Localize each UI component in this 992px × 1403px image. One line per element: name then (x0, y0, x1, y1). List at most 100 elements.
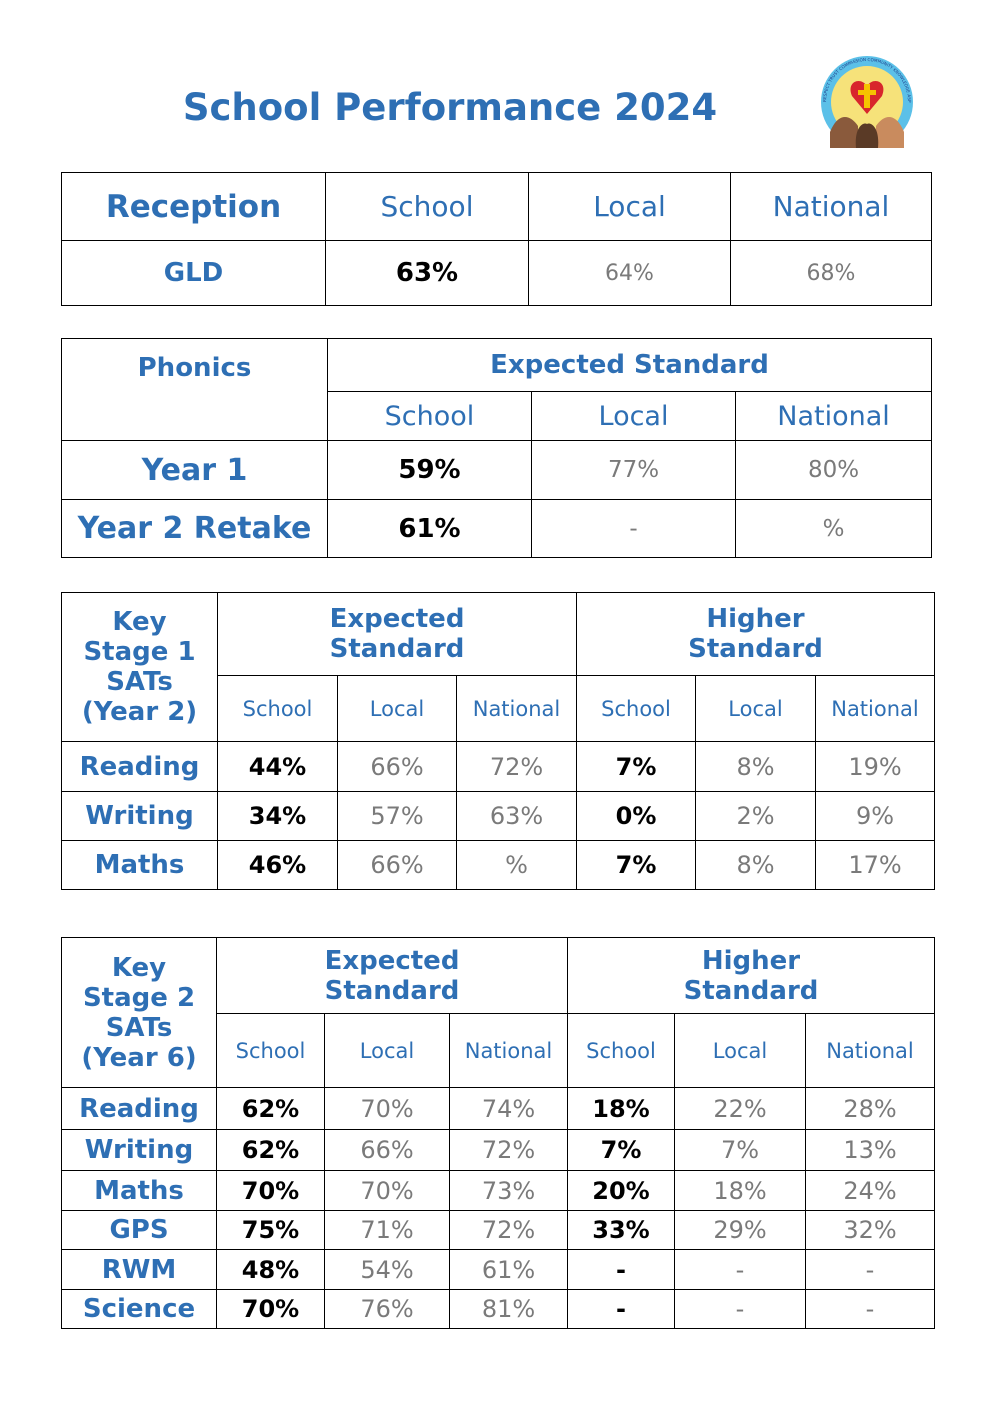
column-header: School (576, 675, 696, 742)
data-cell: 7% (567, 1129, 675, 1171)
column-header: School (217, 675, 338, 742)
table: Reception School Local National GLD 63% 64% 68% (61, 172, 932, 306)
data-cell: 13% (805, 1129, 935, 1171)
data-cell: 71% (324, 1210, 450, 1250)
table-title: Key Stage 1 SATs (Year 2) (61, 592, 218, 742)
data-cell: 7% (576, 840, 696, 890)
table-row: Maths 46% 66%% 7% 8% 17% (61, 840, 935, 890)
data-cell: 70% (216, 1170, 325, 1211)
data-cell: Maths (61, 1170, 217, 1211)
data-cell: 74% (449, 1087, 568, 1130)
data-cell: 70% (324, 1170, 450, 1211)
group-header-text: Expected Standard (324, 945, 460, 1006)
data-cell: 72% (456, 741, 577, 792)
table-row: RWM 48% 54% 61% - - - (61, 1249, 935, 1290)
data-cell: - (805, 1249, 935, 1290)
data-cell: 24% (805, 1170, 935, 1211)
data-cell: Reading (61, 1087, 217, 1130)
column-header: National (449, 1013, 568, 1088)
data-cell: 8% (695, 840, 816, 890)
data-cell: 61% (449, 1249, 568, 1290)
table-title-text: Key Stage 2 SATs (Year 6) (81, 952, 197, 1073)
table-row: Reception School Local National (61, 172, 932, 241)
table-row: School Local National (62, 391, 933, 441)
data-cell: 0% (576, 791, 696, 841)
data-cell: Reading (61, 741, 218, 792)
data-cell: 70% (324, 1087, 450, 1130)
table-row: Maths 70% 70% 73% 20% 18% 24% (61, 1170, 935, 1211)
table-row: GLD 63% 64% 68% (61, 240, 932, 306)
data-cell: 32% (805, 1210, 935, 1250)
data-cell: - (531, 499, 736, 558)
data-cell: 75% (216, 1210, 325, 1250)
column-header: Local (337, 675, 457, 742)
table-row: School Local National School Local National (62, 675, 935, 742)
data-cell: Science (61, 1289, 217, 1329)
column-header: National (456, 675, 577, 742)
data-cell: 77% (531, 440, 736, 500)
group-header: Higher Standard (567, 937, 935, 1014)
data-cell: 33% (567, 1210, 675, 1250)
data-cell: 63% (456, 791, 577, 841)
table-row: Key Stage 1 SATs (Year 2) Expected Standa… (61, 592, 935, 742)
column-header: Local (674, 1013, 806, 1088)
data-cell: 66% (337, 741, 457, 792)
table-title-text: Key Stage 1 SATs (Year 2) (81, 607, 198, 727)
data-cell: 80% (734, 440, 933, 500)
data-cell: 57% (337, 791, 457, 841)
table: Key Stage 2 SATs (Year 6) Expected Standa… (61, 937, 935, 1329)
data-cell: 29% (674, 1210, 806, 1250)
data-cell: Maths (61, 840, 218, 890)
table-row: Reading 44% 66% 72% 7% 8% 19% (61, 741, 935, 792)
table-title: Phonics (61, 338, 328, 441)
data-cell: Year 2 Retake (61, 499, 328, 558)
data-cell: 63% (325, 240, 529, 306)
column-header: School (327, 391, 532, 441)
column-header: School (216, 1013, 325, 1088)
logo-cross (858, 90, 876, 95)
column-header: Local (695, 675, 816, 742)
table-row: GPS 75% 71% 72% 33% 29% 32% (61, 1210, 935, 1250)
header-cell: School (325, 172, 529, 241)
column-header: Local (531, 391, 736, 441)
column-header: National (734, 391, 933, 441)
data-cell: 18% (674, 1170, 806, 1211)
data-cell: 7% (674, 1129, 806, 1171)
data-cell: 22% (674, 1087, 806, 1130)
table-row: Key Stage 2 SATs (Year 6) Expected Standa… (61, 937, 935, 1088)
group-header: Expected Standard (326, 338, 933, 392)
header-cell: Reception (61, 172, 326, 241)
data-cell: GLD (61, 240, 326, 306)
data-cell: GPS (61, 1210, 217, 1250)
logo: RESPECT TRUST COMPASSION COMMUNITY KNOWL… (808, 52, 913, 148)
column-header: National (805, 1013, 935, 1088)
data-cell: 59% (327, 440, 532, 500)
data-cell: 61% (327, 499, 532, 558)
group-header-text: Higher Standard (683, 945, 819, 1006)
group-header: Expected Standard (216, 937, 568, 1014)
data-cell: Writing (61, 791, 218, 841)
data-cell: 68% (730, 240, 932, 306)
data-cell: Writing (61, 1129, 217, 1171)
data-cell: 81% (449, 1289, 568, 1329)
header-cell: National (730, 172, 932, 241)
data-cell: % (734, 499, 933, 558)
table-row: Year 2 Retake 61% -% (61, 499, 933, 558)
data-cell: 73% (449, 1170, 568, 1211)
table-row: Year 1 59% 77% 80% (61, 440, 933, 500)
page-title: School Performance 2024 (182, 86, 718, 129)
table: Phonics Expected Standard School Local Natio… (61, 338, 933, 558)
table-title: Key Stage 2 SATs (Year 6) (61, 937, 217, 1088)
column-header: National (815, 675, 935, 742)
group-header: Expected Standard (217, 592, 577, 676)
data-cell: 46% (217, 840, 338, 890)
data-cell: 19% (815, 741, 935, 792)
data-cell: - (567, 1249, 675, 1290)
data-cell: 62% (216, 1129, 325, 1171)
data-cell: 2% (695, 791, 816, 841)
group-header-text: Higher Standard (688, 604, 823, 664)
table-row: Phonics Expected Standard (61, 338, 933, 441)
group-header: Higher Standard (576, 592, 935, 676)
data-cell: 66% (337, 840, 457, 890)
